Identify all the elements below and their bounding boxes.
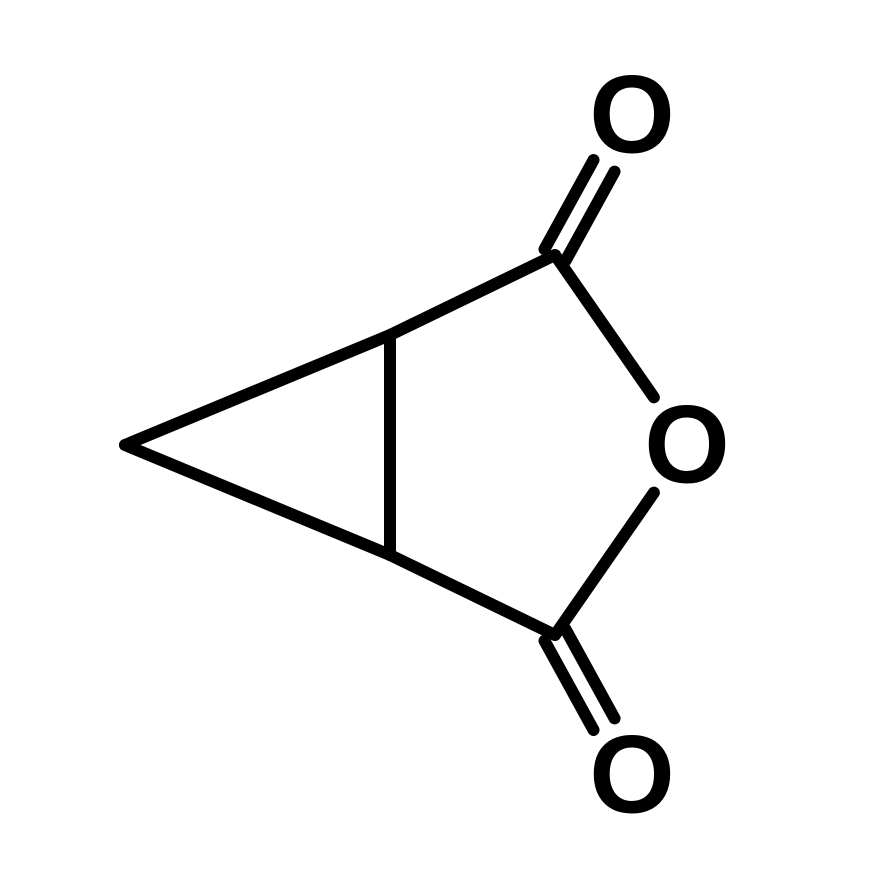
atom-label-O_bot: O [589, 714, 675, 837]
atom-label-O_ring: O [644, 384, 730, 507]
chemical-structure: O O O [0, 0, 890, 890]
atom-label-O_top: O [589, 54, 675, 177]
